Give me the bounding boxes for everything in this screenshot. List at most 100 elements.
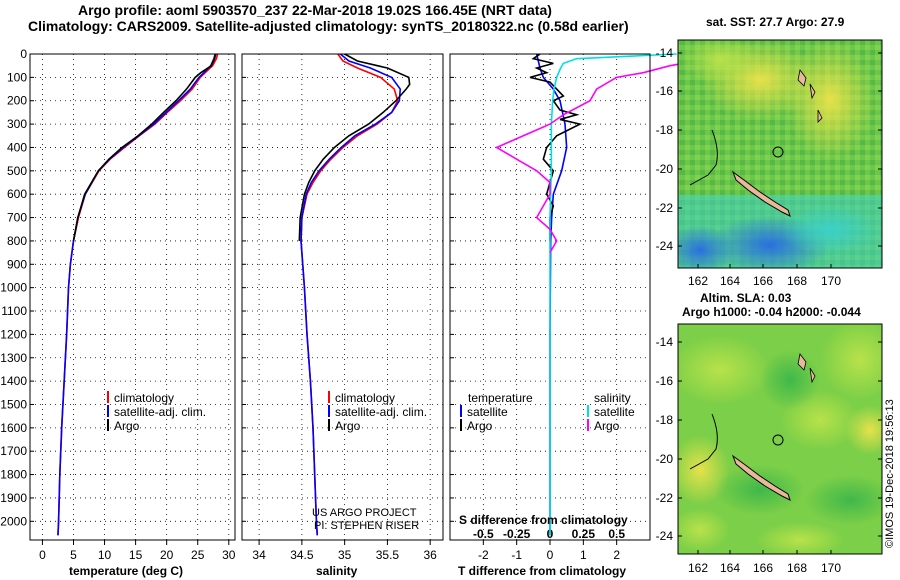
sla-map-subtitle: Argo h1000: -0.04 h2000: -0.044 (682, 305, 861, 319)
x-tick-label: 30 (222, 548, 236, 562)
depth-tick-label: 800 (7, 234, 27, 248)
x-tick-label: 36 (423, 548, 437, 562)
t-difference-xlabel: T difference from climatology (458, 564, 626, 578)
credit-project: US ARGO PROJECT (312, 507, 417, 519)
difference-panel: -2 -1 0 1 2-0.5 -0.25 0 0.25 0.5 (449, 53, 711, 562)
depth-tick-label: 600 (7, 187, 27, 201)
legend-satellite-adj: satellite-adj. clim. (114, 405, 206, 419)
x-tick-label: 2 (613, 548, 620, 562)
temperature-panel: 0 5 10 15 20 25 30 (29, 53, 236, 562)
x-tick-label: 10 (98, 548, 112, 562)
lat-tick-label: -22 (656, 201, 674, 215)
legend-argo: Argo (114, 419, 140, 433)
lon-tick-label: 162 (688, 561, 708, 575)
sst-map (677, 39, 883, 269)
legend-climatology: climatology (335, 391, 395, 405)
s-tick-label: 0.25 (572, 527, 596, 541)
depth-tick-label: 500 (7, 164, 27, 178)
imos-stamp: ©IMOS 19-Dec-2018 19:56:13 (884, 399, 896, 548)
depth-tick-label: 1700 (0, 444, 27, 458)
series-line-argo (298, 53, 411, 241)
series-line-satellite-adj-clim- (300, 53, 402, 536)
sst-map-title: sat. SST: 27.7 Argo: 27.9 (706, 15, 845, 29)
depth-axis-labels: 0 100 200 300 400 500 600 700 800 900 1000 1100 1200… (0, 47, 27, 528)
x-tick-label: -2 (478, 548, 489, 562)
lat-tick-label: -20 (656, 162, 674, 176)
lon-tick-label: 164 (720, 274, 740, 288)
depth-tick-label: 200 (7, 94, 27, 108)
depth-tick-label: 1900 (0, 491, 27, 505)
legend-satellite-adj: satellite-adj. clim. (335, 405, 427, 419)
legend-t-argo: Argo (467, 419, 493, 433)
lon-tick-label: 166 (753, 274, 773, 288)
lon-tick-label: 166 (753, 561, 773, 575)
plot-frame (241, 53, 444, 541)
x-tick-label: 35 (338, 548, 352, 562)
lat-tick-label: -14 (656, 46, 674, 60)
profile-title: Argo profile: aoml 5903570_237 22-Mar-20… (78, 2, 552, 18)
lat-tick-label: -16 (656, 84, 674, 98)
x-tick-label: 0 (39, 548, 46, 562)
s-difference-label: S difference from climatology (459, 513, 628, 527)
depth-tick-label: 900 (7, 257, 27, 271)
depth-tick-label: 100 (7, 70, 27, 84)
legend-t-satellite: satellite (467, 405, 508, 419)
s-tick-label: -0.5 (473, 527, 494, 541)
depth-tick-label: 1100 (1, 304, 27, 318)
lat-tick-label: -20 (656, 452, 674, 466)
salinity-panel: 34 34.5 35 35.5 36 (241, 53, 444, 562)
temperature-xlabel: temperature (deg C) (69, 564, 183, 578)
salinity-xlabel: salinity (316, 564, 358, 578)
depth-tick-label: 1600 (0, 421, 27, 435)
x-tick-label: 1 (580, 548, 587, 562)
lon-tick-label: 168 (787, 274, 807, 288)
x-tick-label: 15 (129, 548, 143, 562)
lat-tick-label: -18 (656, 123, 674, 137)
plot-frame (449, 53, 651, 541)
series-line-t-argo (529, 53, 583, 241)
legend-heading-temperature: temperature (468, 391, 533, 405)
series-line-climatology (300, 53, 399, 536)
lat-tick-label: -24 (656, 529, 674, 543)
legend-argo: Argo (335, 419, 361, 433)
lon-tick-label: 162 (688, 274, 708, 288)
legend-heading-salinity: salinity (594, 391, 631, 405)
legend-s-argo: Argo (594, 419, 620, 433)
depth-tick-label: 400 (7, 140, 27, 154)
depth-tick-label: 700 (7, 211, 27, 225)
plot-frame (29, 53, 236, 541)
depth-tick-label: 1300 (0, 351, 27, 365)
depth-tick-label: 2000 (0, 514, 27, 528)
lon-tick-label: 170 (821, 561, 841, 575)
depth-tick-label: 1400 (0, 374, 27, 388)
lon-tick-label: 164 (720, 561, 740, 575)
lat-tick-label: -24 (656, 239, 674, 253)
lat-tick-label: -14 (656, 335, 674, 349)
x-tick-label: 35.5 (376, 548, 400, 562)
depth-tick-label: 1200 (0, 327, 27, 341)
salinity-legend: climatology satellite-adj. clim. Argo US… (312, 391, 427, 532)
legend-s-satellite: satellite (594, 405, 635, 419)
x-tick-label: 34.5 (290, 548, 314, 562)
legend-climatology: climatology (114, 391, 174, 405)
lat-tick-label: -18 (656, 413, 674, 427)
difference-legend: temperature satellite Argo salinity sate… (459, 391, 635, 527)
map-axis-ticks: 162 162 164 164 166 166 168 168 170 170 -14 -14 -16 -… (656, 46, 882, 575)
lat-tick-label: -22 (656, 491, 674, 505)
lon-tick-label: 168 (787, 561, 807, 575)
depth-tick-label: 0 (20, 47, 27, 61)
s-tick-label: -0.25 (503, 527, 531, 541)
series-line-argo (72, 53, 217, 242)
climatology-title: Climatology: CARS2009. Satellite-adjuste… (28, 18, 629, 34)
lat-tick-label: -16 (656, 374, 674, 388)
series-line-satellite-adj-clim- (57, 53, 216, 536)
depth-tick-label: 1000 (0, 281, 27, 295)
x-tick-label: -1 (511, 548, 522, 562)
credit-pi: PI: STEPHEN RISER (314, 520, 419, 532)
series-line-climatology (57, 53, 219, 536)
sla-map (677, 323, 883, 555)
series-line-s-argo (494, 53, 711, 254)
temperature-legend: climatology satellite-adj. clim. Argo (107, 391, 206, 433)
depth-tick-label: 300 (7, 117, 27, 131)
lon-tick-label: 170 (821, 274, 841, 288)
